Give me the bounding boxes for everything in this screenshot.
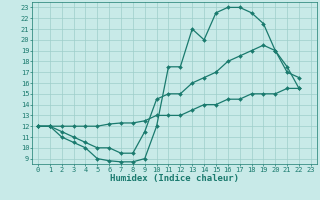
X-axis label: Humidex (Indice chaleur): Humidex (Indice chaleur)	[110, 174, 239, 183]
